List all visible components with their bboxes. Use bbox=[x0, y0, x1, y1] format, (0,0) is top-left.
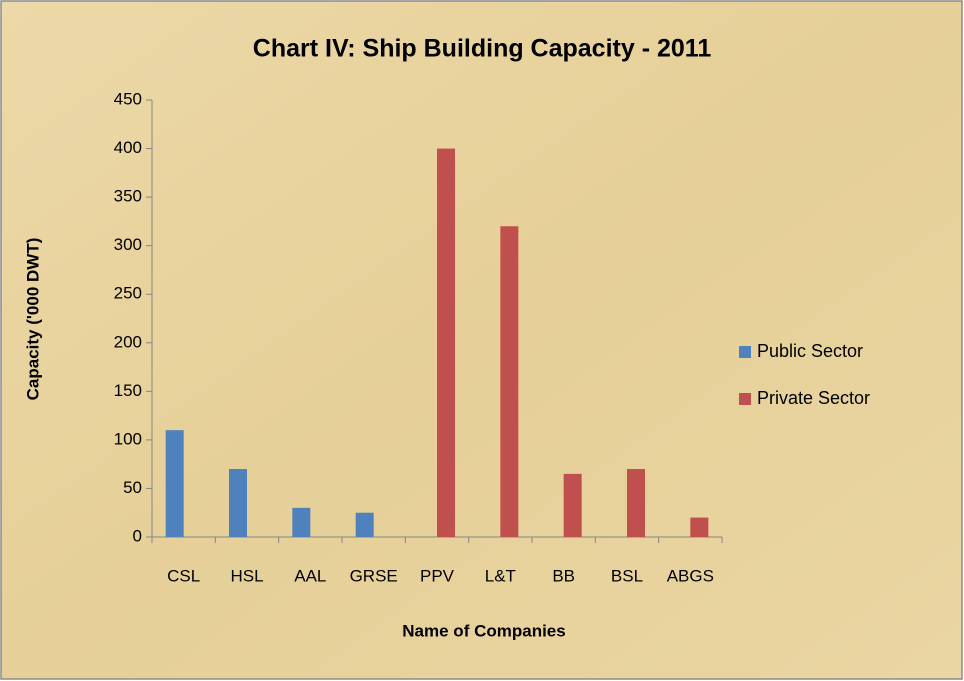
bar bbox=[500, 226, 519, 537]
x-tick-label: GRSE bbox=[350, 566, 398, 585]
y-tick-label: 100 bbox=[114, 429, 142, 448]
bar bbox=[563, 473, 582, 537]
x-tick-label: CSL bbox=[167, 566, 200, 585]
y-tick-label: 450 bbox=[114, 89, 142, 108]
legend-swatch bbox=[739, 346, 751, 358]
bar bbox=[437, 148, 455, 538]
bar bbox=[627, 469, 645, 537]
bar bbox=[690, 517, 709, 537]
bar bbox=[229, 469, 247, 537]
legend-label: Private Sector bbox=[757, 388, 870, 408]
y-tick-label: 0 bbox=[133, 526, 142, 545]
legend-swatch bbox=[739, 393, 751, 405]
chart-title: Chart IV: Ship Building Capacity - 2011 bbox=[253, 35, 712, 63]
x-tick-label: BSL bbox=[611, 566, 643, 585]
x-tick-label: ABGS bbox=[667, 566, 714, 585]
y-tick-label: 350 bbox=[114, 187, 142, 206]
y-tick-label: 300 bbox=[114, 235, 142, 254]
bar bbox=[165, 430, 184, 537]
x-tick-label: BB bbox=[552, 566, 575, 585]
bar bbox=[292, 507, 311, 537]
y-tick-label: 400 bbox=[114, 138, 142, 157]
y-axis-label: Capacity ('000 DWT) bbox=[23, 238, 42, 401]
y-tick-label: 50 bbox=[123, 478, 142, 497]
y-tick-label: 250 bbox=[114, 284, 142, 303]
x-tick-label: PPV bbox=[420, 566, 455, 585]
y-tick-label: 150 bbox=[114, 381, 142, 400]
x-tick-label: L&T bbox=[485, 566, 516, 585]
x-tick-label: AAL bbox=[294, 566, 326, 585]
y-tick-label: 200 bbox=[114, 332, 142, 351]
bar bbox=[355, 512, 374, 537]
x-tick-label: HSL bbox=[230, 566, 263, 585]
x-axis-label: Name of Companies bbox=[402, 621, 565, 640]
legend-label: Public Sector bbox=[757, 341, 863, 361]
